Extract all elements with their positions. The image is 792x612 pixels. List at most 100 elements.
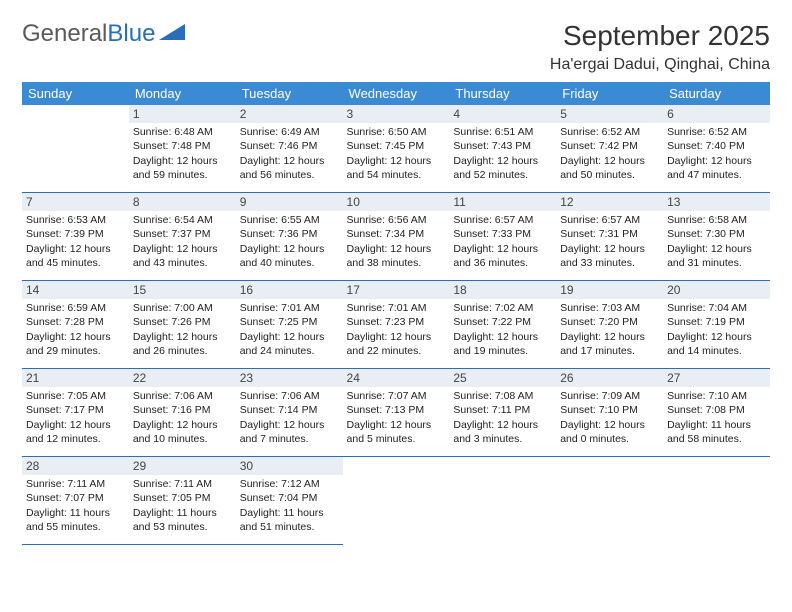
daylight-line: Daylight: 12 hours and 36 minutes. [453,242,552,270]
weekday-header: Friday [556,82,663,105]
weekday-header: Saturday [663,82,770,105]
sunset-line: Sunset: 7:40 PM [667,139,766,153]
sunrise-line: Sunrise: 6:58 AM [667,213,766,227]
calendar-week-row: 21Sunrise: 7:05 AMSunset: 7:17 PMDayligh… [22,369,770,457]
sunrise-line: Sunrise: 6:51 AM [453,125,552,139]
sunrise-line: Sunrise: 7:11 AM [26,477,125,491]
sunrise-line: Sunrise: 7:08 AM [453,389,552,403]
calendar-cell: 4Sunrise: 6:51 AMSunset: 7:43 PMDaylight… [449,105,556,193]
day-number: 12 [556,193,663,211]
calendar-cell: 5Sunrise: 6:52 AMSunset: 7:42 PMDaylight… [556,105,663,193]
sunrise-line: Sunrise: 7:03 AM [560,301,659,315]
calendar-cell: 11 Sunrise: 6:57 AMSunset: 7:33 PMDayligh… [449,193,556,281]
daylight-line: Daylight: 12 hours and 0 minutes. [560,418,659,446]
sunrise-line: Sunrise: 7:01 AM [347,301,446,315]
sunrise-line: Sunrise: 6:57 AM [453,213,552,227]
day-number: 15 [129,281,236,299]
sunset-line: Sunset: 7:08 PM [667,403,766,417]
calendar-cell: 1Sunrise: 6:48 AMSunset: 7:48 PMDaylight… [129,105,236,193]
day-number: 29 [129,457,236,475]
calendar-cell [449,457,556,545]
sunset-line: Sunset: 7:48 PM [133,139,232,153]
sunrise-line: Sunrise: 6:52 AM [560,125,659,139]
sunset-line: Sunset: 7:43 PM [453,139,552,153]
calendar-cell: 9Sunrise: 6:55 AMSunset: 7:36 PMDaylight… [236,193,343,281]
day-number: 3 [343,105,450,123]
sunrise-line: Sunrise: 6:52 AM [667,125,766,139]
sunrise-line: Sunrise: 7:09 AM [560,389,659,403]
calendar-cell: 10Sunrise: 6:56 AMSunset: 7:34 PMDayligh… [343,193,450,281]
day-number: 23 [236,369,343,387]
weekday-header: Wednesday [343,82,450,105]
calendar-cell: 30 Sunrise: 7:12 AMSunset: 7:04 PMDayligh… [236,457,343,545]
daylight-line: Daylight: 12 hours and 17 minutes. [560,330,659,358]
sunrise-line: Sunrise: 6:50 AM [347,125,446,139]
sunrise-line: Sunrise: 7:12 AM [240,477,339,491]
day-number: 17 [343,281,450,299]
day-number: 18 [449,281,556,299]
sunset-line: Sunset: 7:17 PM [26,403,125,417]
weekday-header: Sunday [22,82,129,105]
day-number: 24 [343,369,450,387]
calendar-cell: 18Sunrise: 7:02 AMSunset: 7:22 PMDayligh… [449,281,556,369]
sunset-line: Sunset: 7:33 PM [453,227,552,241]
sunrise-line: Sunrise: 7:11 AM [133,477,232,491]
daylight-line: Daylight: 11 hours and 55 minutes. [26,506,125,534]
location-text: Ha'ergai Dadui, Qinghai, China [22,56,770,74]
calendar-cell [343,457,450,545]
daylight-line: Daylight: 12 hours and 33 minutes. [560,242,659,270]
day-number: 10 [343,193,450,211]
day-number: 26 [556,369,663,387]
daylight-line: Daylight: 12 hours and 56 minutes. [240,154,339,182]
calendar-cell: 24Sunrise: 7:07 AMSunset: 7:13 PMDayligh… [343,369,450,457]
daylight-line: Daylight: 12 hours and 5 minutes. [347,418,446,446]
sunrise-line: Sunrise: 6:55 AM [240,213,339,227]
daylight-line: Daylight: 12 hours and 12 minutes. [26,418,125,446]
brand-blue: Blue [107,20,155,47]
weekday-header: Monday [129,82,236,105]
day-number: 30 [236,457,343,475]
day-number: 22 [129,369,236,387]
daylight-line: Daylight: 11 hours and 58 minutes. [667,418,766,446]
sunrise-line: Sunrise: 6:56 AM [347,213,446,227]
calendar-cell: 19Sunrise: 7:03 AMSunset: 7:20 PMDayligh… [556,281,663,369]
sunrise-line: Sunrise: 7:02 AM [453,301,552,315]
calendar-cell: 27Sunrise: 7:10 AMSunset: 7:08 PMDayligh… [663,369,770,457]
calendar-table: SundayMondayTuesdayWednesdayThursdayFrid… [22,82,770,545]
day-number: 19 [556,281,663,299]
calendar-cell: 20Sunrise: 7:04 AMSunset: 7:19 PMDayligh… [663,281,770,369]
daylight-line: Daylight: 12 hours and 40 minutes. [240,242,339,270]
sunset-line: Sunset: 7:37 PM [133,227,232,241]
day-number: 11 [449,193,556,211]
sunrise-line: Sunrise: 7:06 AM [133,389,232,403]
sunset-line: Sunset: 7:45 PM [347,139,446,153]
daylight-line: Daylight: 12 hours and 26 minutes. [133,330,232,358]
sunset-line: Sunset: 7:05 PM [133,491,232,505]
sunset-line: Sunset: 7:04 PM [240,491,339,505]
sunrise-line: Sunrise: 7:01 AM [240,301,339,315]
day-number: 2 [236,105,343,123]
day-number: 20 [663,281,770,299]
daylight-line: Daylight: 12 hours and 29 minutes. [26,330,125,358]
calendar-cell: 28Sunrise: 7:11 AMSunset: 7:07 PMDayligh… [22,457,129,545]
sunset-line: Sunset: 7:16 PM [133,403,232,417]
sunrise-line: Sunrise: 6:54 AM [133,213,232,227]
calendar-cell: 12Sunrise: 6:57 AMSunset: 7:31 PMDayligh… [556,193,663,281]
calendar-week-row: 1Sunrise: 6:48 AMSunset: 7:48 PMDaylight… [22,105,770,193]
daylight-line: Daylight: 12 hours and 22 minutes. [347,330,446,358]
daylight-line: Daylight: 12 hours and 50 minutes. [560,154,659,182]
sunrise-line: Sunrise: 7:00 AM [133,301,232,315]
day-number: 28 [22,457,129,475]
day-number: 6 [663,105,770,123]
daylight-line: Daylight: 11 hours and 51 minutes. [240,506,339,534]
calendar-cell: 29Sunrise: 7:11 AMSunset: 7:05 PMDayligh… [129,457,236,545]
daylight-line: Daylight: 12 hours and 59 minutes. [133,154,232,182]
day-number: 7 [22,193,129,211]
calendar-cell: 16Sunrise: 7:01 AMSunset: 7:25 PMDayligh… [236,281,343,369]
calendar-cell: 8Sunrise: 6:54 AMSunset: 7:37 PMDaylight… [129,193,236,281]
sunset-line: Sunset: 7:14 PM [240,403,339,417]
daylight-line: Daylight: 12 hours and 7 minutes. [240,418,339,446]
sunset-line: Sunset: 7:42 PM [560,139,659,153]
brand-text: GeneralBlue [22,20,155,48]
sunrise-line: Sunrise: 6:49 AM [240,125,339,139]
